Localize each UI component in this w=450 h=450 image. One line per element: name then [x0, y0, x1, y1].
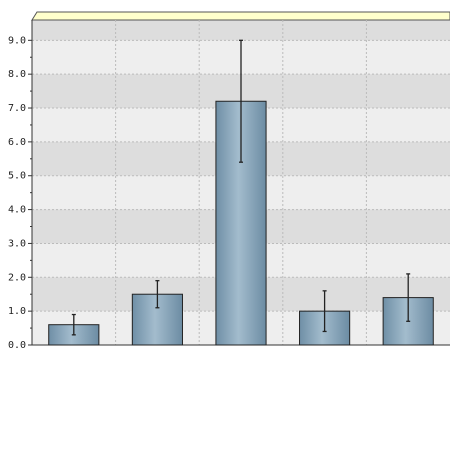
error-bar [71, 313, 76, 336]
y-tick-label: 5.0 [8, 171, 26, 182]
error-bar [322, 290, 327, 333]
y-tick-label: 9.0 [8, 35, 26, 46]
y-tick-label: 1.0 [8, 306, 26, 317]
grid-band [32, 20, 450, 41]
y-tick-label: 3.0 [8, 238, 26, 249]
y-tick-label: 4.0 [8, 205, 26, 216]
error-bar [155, 280, 160, 309]
error-bar [406, 273, 411, 322]
y-tick-label: 0.0 [8, 340, 26, 351]
y-tick-label: 6.0 [8, 137, 26, 148]
y-tick-label: 7.0 [8, 103, 26, 114]
y-tick-label: 2.0 [8, 272, 26, 283]
error-bar [239, 39, 243, 163]
y-tick-label: 8.0 [8, 69, 26, 80]
plot-top-edge [31, 11, 450, 21]
